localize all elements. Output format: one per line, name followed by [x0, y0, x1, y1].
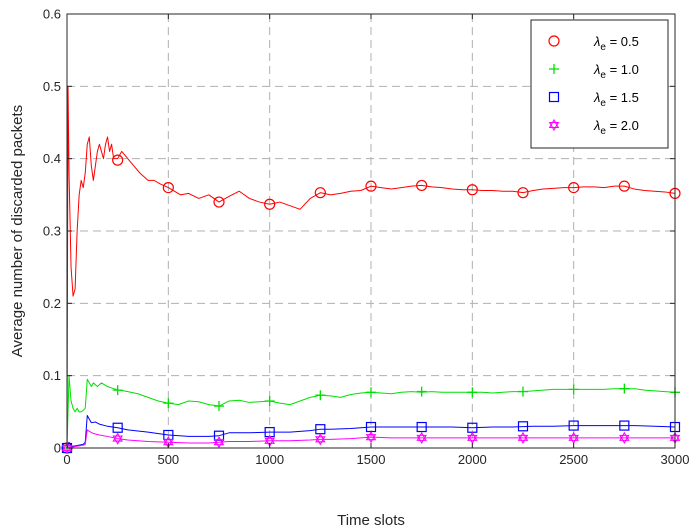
series-marker [517, 431, 529, 444]
series-line [66, 375, 676, 449]
y-axis: 0 0.1 0.2 0.3 0.4 0.5 0.6 [43, 7, 675, 456]
series-marker [618, 180, 630, 192]
legend-marker [548, 91, 560, 103]
series-marker [213, 436, 225, 449]
x-tick-label: 1500 [357, 452, 386, 467]
x-tick-label: 1000 [255, 452, 284, 467]
series-marker [568, 384, 579, 395]
series-marker [112, 432, 123, 445]
legend-entry-label: λe = 2.0 [593, 118, 639, 137]
series-marker [213, 196, 225, 208]
x-axis: 0 500 1000 1500 2000 2500 3000 [63, 14, 689, 467]
series-marker [416, 386, 427, 397]
series-marker [416, 179, 428, 192]
legend-entry-label: λe = 1.5 [593, 90, 639, 109]
series-marker [163, 398, 174, 409]
series-line [66, 85, 676, 449]
x-axis-label: Time slots [337, 512, 405, 529]
series-marker [568, 431, 579, 444]
series-marker [619, 431, 630, 444]
grid [67, 14, 675, 448]
x-tick-label: 0 [63, 452, 70, 467]
x-tick-label: 3000 [661, 452, 690, 467]
series-line [66, 429, 675, 449]
series-2.0 [61, 429, 681, 455]
legend-marker [548, 35, 560, 47]
legend-box [530, 19, 669, 149]
series-marker [517, 421, 529, 432]
x-tick-label: 2500 [559, 452, 588, 467]
series-marker [315, 433, 326, 446]
series-line [66, 414, 676, 449]
y-tick-label: 0 [54, 441, 61, 456]
series-marker [517, 187, 529, 199]
series-marker [466, 184, 478, 196]
legend: λe = 0.5 λe = 1.0 λe = 1.5 λe = 2.0 [530, 19, 669, 149]
legend-entry-label: λe = 1.0 [593, 62, 639, 81]
series-marker [467, 431, 478, 444]
y-tick-label: 0.6 [43, 7, 61, 22]
series-marker [162, 182, 174, 194]
y-tick-label: 0.1 [43, 368, 61, 383]
x-tick-label: 500 [157, 452, 179, 467]
series-marker [518, 386, 528, 397]
legend-entry-label: λe = 0.5 [593, 34, 639, 53]
series-marker [619, 420, 630, 431]
series-marker [467, 387, 478, 398]
series-marker [112, 154, 124, 166]
series-marker [264, 198, 276, 210]
y-tick-label: 0.2 [43, 296, 61, 311]
y-tick-label: 0.4 [43, 151, 61, 166]
y-tick-label: 0.5 [43, 79, 61, 94]
series-marker [214, 401, 224, 412]
series-marker [619, 383, 630, 394]
series-marker [315, 390, 326, 401]
series-marker [264, 395, 275, 406]
series-marker [416, 421, 427, 433]
series-marker [314, 187, 326, 199]
x-tick-label: 2000 [458, 452, 487, 467]
series-marker [112, 385, 123, 396]
series-marker [365, 431, 377, 444]
series-marker [365, 180, 377, 192]
y-axis-label: Average number of discarded packets [9, 105, 26, 357]
legend-marker [549, 64, 559, 74]
legend-marker [548, 118, 560, 132]
series-marker [366, 387, 376, 398]
series-marker [568, 420, 579, 431]
series-marker [568, 182, 580, 194]
y-tick-label: 0.3 [43, 224, 61, 239]
series-marker [112, 422, 123, 433]
series-marker [416, 431, 427, 444]
